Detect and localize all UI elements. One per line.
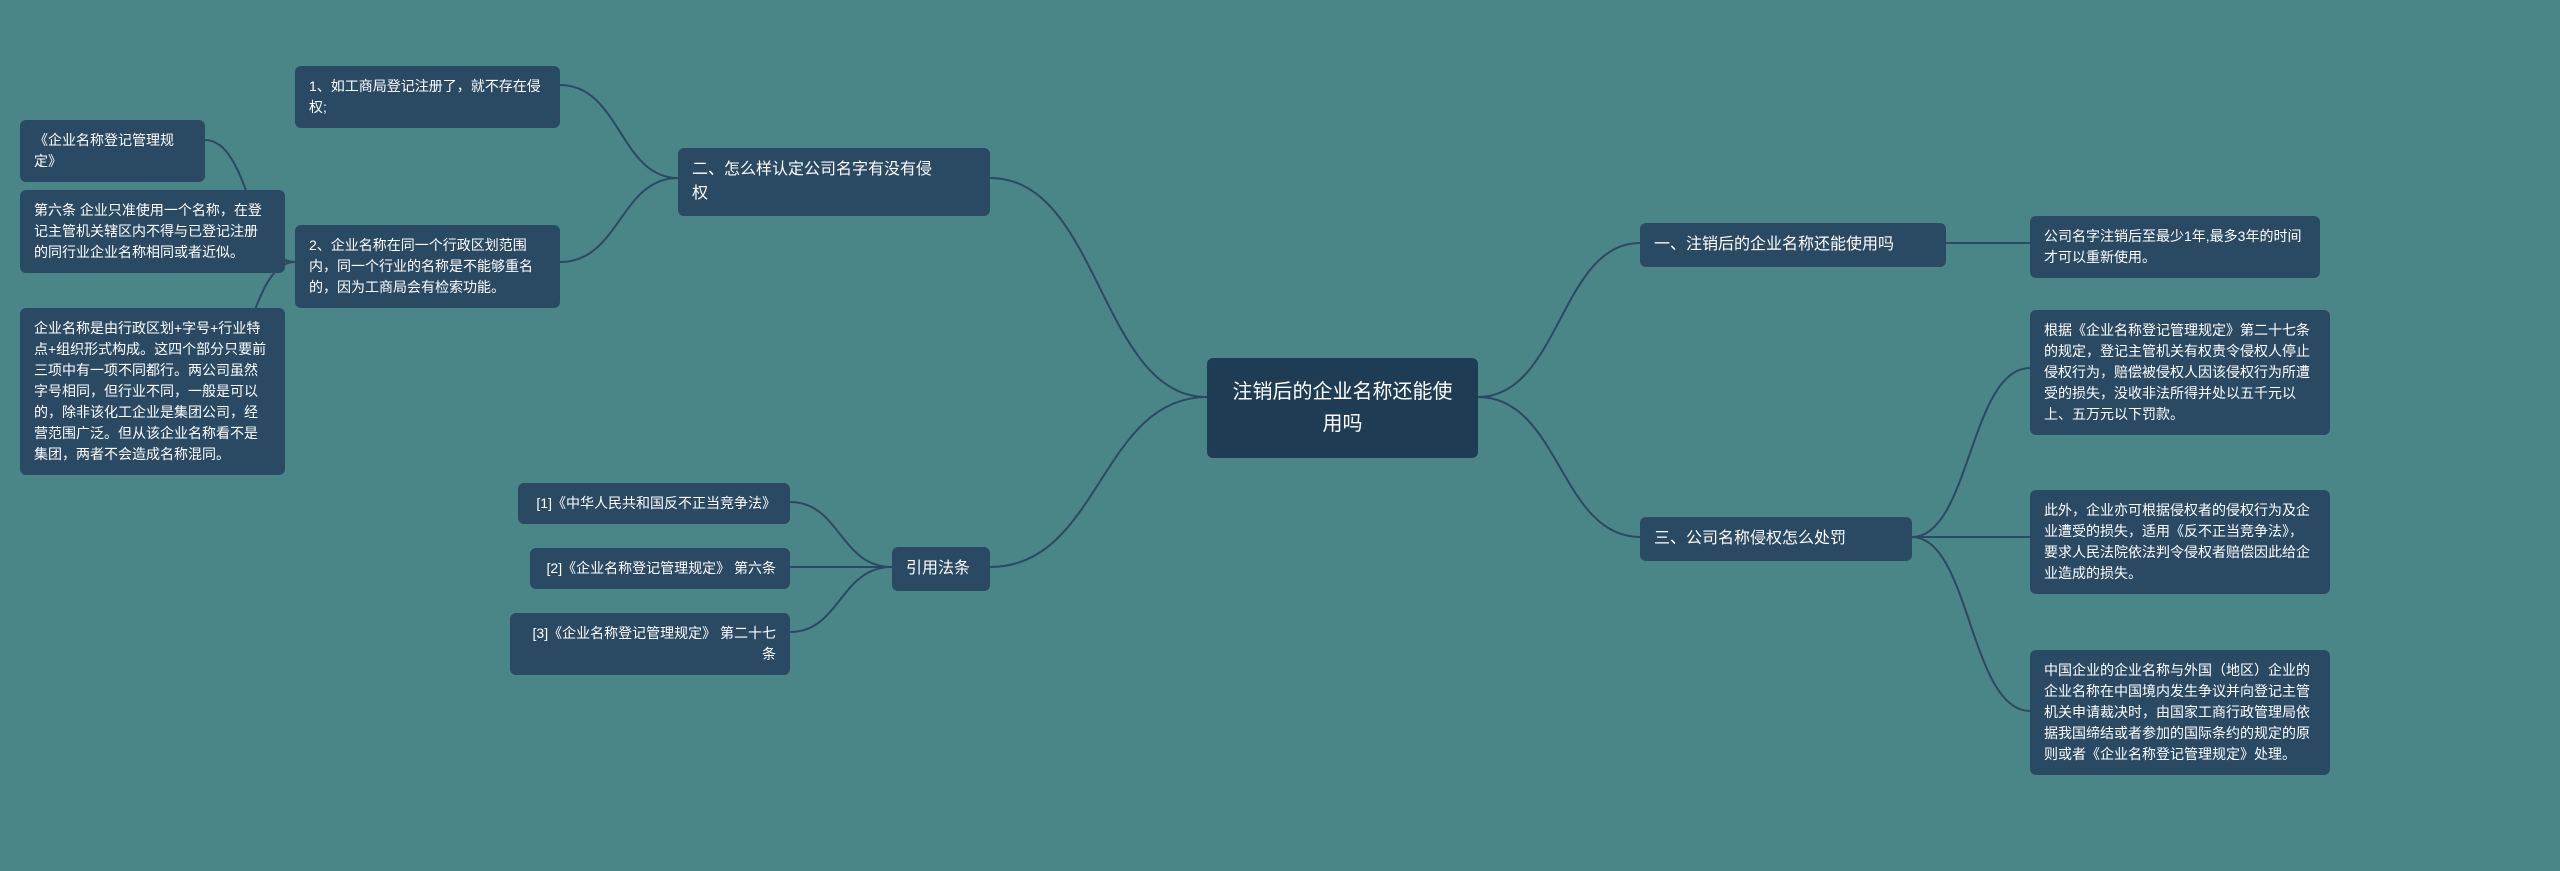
branch-2-sub3[interactable]: 企业名称是由行政区划+字号+行业特点+组织形式构成。这四个部分只要前三项中有一项… bbox=[20, 308, 285, 475]
branch-2-leaf1[interactable]: 1、如工商局登记注册了，就不存在侵权; bbox=[295, 66, 560, 128]
root-text-l1: 注销后的企业名称还能使 bbox=[1233, 381, 1453, 403]
ref-item1[interactable]: [1]《中华人民共和国反不正当竞争法》 bbox=[518, 483, 790, 524]
ref-item3[interactable]: [3]《企业名称登记管理规定》 第二十七条 bbox=[510, 613, 790, 675]
branch-1-title-text: 一、注销后的企业名称还能使用吗 bbox=[1654, 236, 1894, 253]
branch-3-leaf2-text: 此外，企业亦可根据侵权者的侵权行为及企业遭受的损失，适用《反不正当竞争法》，要求… bbox=[2044, 502, 2310, 581]
branch-2-sub2[interactable]: 第六条 企业只准使用一个名称，在登记主管机关辖区内不得与已登记注册的同行业企业名… bbox=[20, 190, 285, 273]
branch-2-leaf2-text: 2、企业名称在同一个行政区划范围内，同一个行业的名称是不能够重名的，因为工商局会… bbox=[309, 237, 533, 295]
ref-title[interactable]: 引用法条 bbox=[892, 547, 990, 591]
branch-3-leaf2[interactable]: 此外，企业亦可根据侵权者的侵权行为及企业遭受的损失，适用《反不正当竞争法》，要求… bbox=[2030, 490, 2330, 594]
branch-3-title[interactable]: 三、公司名称侵权怎么处罚 bbox=[1640, 517, 1912, 561]
branch-2-leaf1-text: 1、如工商局登记注册了，就不存在侵权; bbox=[309, 78, 541, 115]
branch-2-sub1[interactable]: 《企业名称登记管理规定》 bbox=[20, 120, 205, 182]
branch-1-leaf[interactable]: 公司名字注销后至最少1年,最多3年的时间才可以重新使用。 bbox=[2030, 216, 2320, 278]
branch-3-title-text: 三、公司名称侵权怎么处罚 bbox=[1654, 530, 1846, 547]
branch-2-sub2-text: 第六条 企业只准使用一个名称，在登记主管机关辖区内不得与已登记注册的同行业企业名… bbox=[34, 202, 262, 260]
branch-2-leaf2[interactable]: 2、企业名称在同一个行政区划范围内，同一个行业的名称是不能够重名的，因为工商局会… bbox=[295, 225, 560, 308]
branch-2-sub3-text: 企业名称是由行政区划+字号+行业特点+组织形式构成。这四个部分只要前三项中有一项… bbox=[34, 320, 266, 462]
branch-2-title[interactable]: 二、怎么样认定公司名字有没有侵 权 bbox=[678, 148, 990, 216]
root-text-l2: 用吗 bbox=[1323, 413, 1363, 435]
branch-3-leaf3[interactable]: 中国企业的企业名称与外国（地区）企业的企业名称在中国境内发生争议并向登记主管机关… bbox=[2030, 650, 2330, 775]
branch-1-title[interactable]: 一、注销后的企业名称还能使用吗 bbox=[1640, 223, 1946, 267]
branch-2-title-l2: 权 bbox=[692, 185, 708, 202]
branch-2-sub1-text: 《企业名称登记管理规定》 bbox=[34, 132, 174, 169]
ref-item2-text: [2]《企业名称登记管理规定》 第六条 bbox=[547, 560, 776, 576]
branch-2-title-l1: 二、怎么样认定公司名字有没有侵 bbox=[692, 161, 932, 178]
ref-title-text: 引用法条 bbox=[906, 560, 970, 577]
ref-item3-text: [3]《企业名称登记管理规定》 第二十七条 bbox=[533, 625, 776, 662]
ref-item2[interactable]: [2]《企业名称登记管理规定》 第六条 bbox=[530, 548, 790, 589]
ref-item1-text: [1]《中华人民共和国反不正当竞争法》 bbox=[536, 495, 776, 511]
branch-3-leaf3-text: 中国企业的企业名称与外国（地区）企业的企业名称在中国境内发生争议并向登记主管机关… bbox=[2044, 662, 2310, 762]
root-node[interactable]: 注销后的企业名称还能使 用吗 bbox=[1207, 358, 1478, 458]
branch-3-leaf1[interactable]: 根据《企业名称登记管理规定》第二十七条的规定，登记主管机关有权责令侵权人停止侵权… bbox=[2030, 310, 2330, 435]
branch-1-leaf-text: 公司名字注销后至最少1年,最多3年的时间才可以重新使用。 bbox=[2044, 228, 2301, 265]
branch-3-leaf1-text: 根据《企业名称登记管理规定》第二十七条的规定，登记主管机关有权责令侵权人停止侵权… bbox=[2044, 322, 2310, 422]
